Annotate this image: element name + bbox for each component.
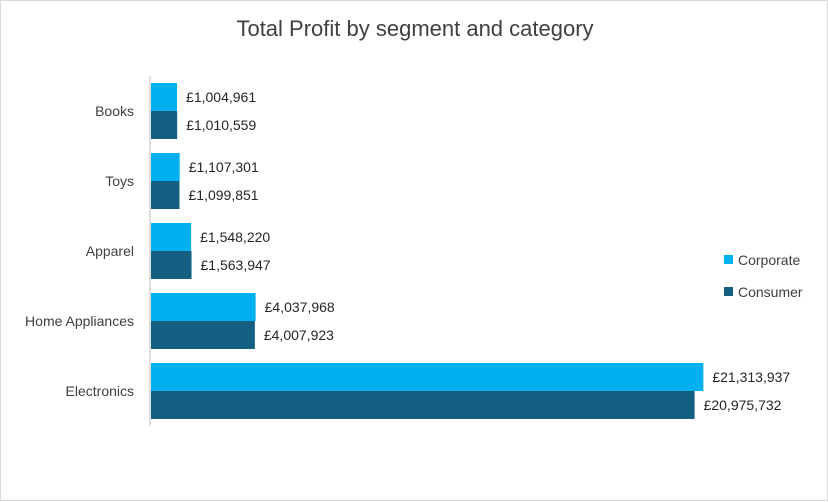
legend-swatch-consumer (724, 287, 733, 296)
data-label: £1,107,301 (189, 159, 259, 175)
bar-consumer (151, 181, 180, 209)
data-label: £4,037,968 (265, 299, 335, 315)
bar-consumer (151, 111, 178, 139)
category-label: Home Appliances (25, 313, 134, 329)
data-label: £4,007,923 (264, 327, 334, 343)
bar-corporate (151, 293, 256, 321)
data-label: £1,563,947 (201, 257, 271, 273)
legend-label-consumer: Consumer (738, 284, 803, 300)
data-label: £1,099,851 (189, 187, 259, 203)
category-label: Apparel (86, 243, 134, 259)
category-label: Books (95, 103, 134, 119)
bar-consumer (151, 251, 192, 279)
category-label: Toys (105, 173, 134, 189)
data-label: £1,548,220 (200, 229, 270, 245)
bar-corporate (151, 363, 704, 391)
category-label: Electronics (66, 383, 134, 399)
bar-consumer (151, 321, 255, 349)
chart-title: Total Profit by segment and category (236, 16, 594, 41)
legend-swatch-corporate (724, 255, 733, 264)
bar-corporate (151, 223, 192, 251)
bar-corporate (151, 83, 178, 111)
bar-consumer (151, 391, 695, 419)
bar-corporate (151, 153, 180, 181)
data-label: £1,004,961 (186, 89, 256, 105)
data-label: £1,010,559 (186, 117, 256, 133)
data-label: £20,975,732 (704, 397, 782, 413)
legend-label-corporate: Corporate (738, 252, 800, 268)
data-label: £21,313,937 (712, 369, 790, 385)
